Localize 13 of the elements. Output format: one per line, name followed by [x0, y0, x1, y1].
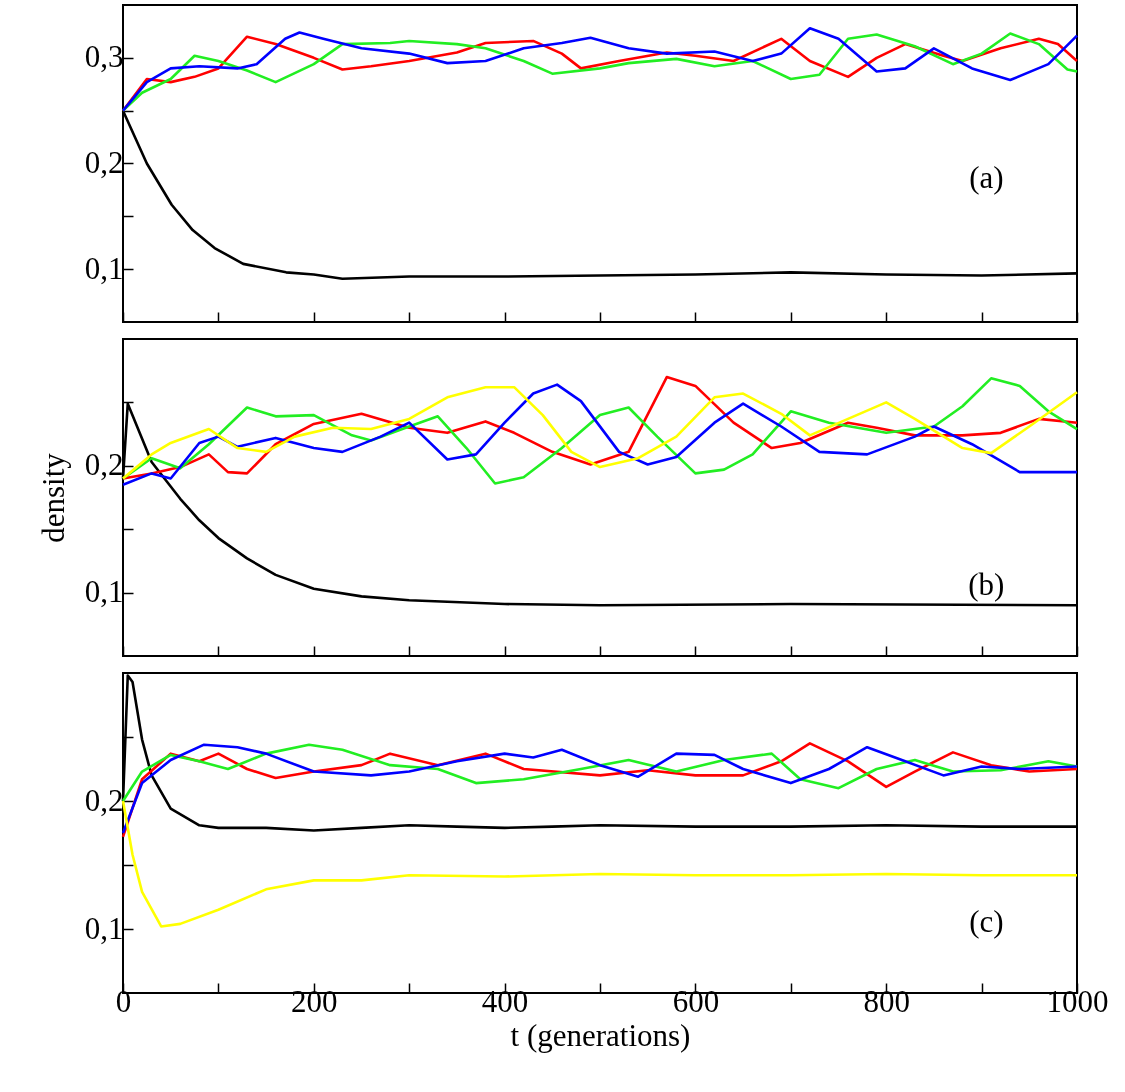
y-tick-label: 0,2 [84, 782, 124, 818]
annotation: (c) [969, 903, 1004, 939]
y-tick-label: 0,1 [84, 574, 124, 610]
y-tick-label: 0,2 [84, 145, 124, 180]
y-tick-label: 0,1 [84, 910, 124, 946]
y-axis-title: density [35, 452, 71, 543]
y-tick-label: 0,3 [84, 39, 124, 75]
x-tick-label: 1000 [1046, 983, 1109, 1019]
y-tick-label: 0,1 [84, 250, 124, 286]
x-axis-title: t (generations) [510, 1017, 691, 1053]
annotation: (b) [968, 567, 1005, 603]
annotation: (a) [969, 160, 1004, 196]
y-tick-label: 0,2 [84, 447, 124, 483]
